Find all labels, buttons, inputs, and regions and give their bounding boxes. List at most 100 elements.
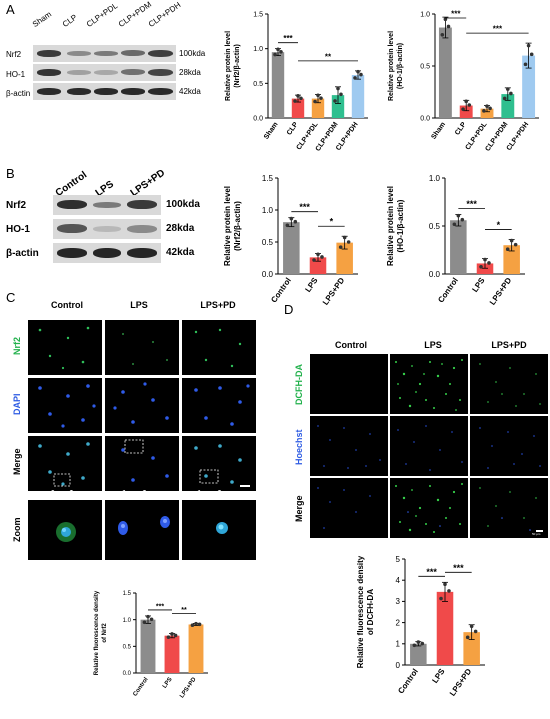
- y-tick-label: 1.5: [253, 11, 263, 18]
- y-tick-label: 1.0: [253, 46, 263, 53]
- x-tick-label: LPS+PD: [448, 667, 473, 698]
- bar: [522, 55, 536, 118]
- data-point: [482, 109, 486, 113]
- panel-label-b: B: [6, 166, 15, 181]
- y-tick-label: 0.5: [429, 222, 441, 231]
- data-point: [293, 99, 297, 103]
- data-point: [276, 47, 280, 52]
- y-axis-label: (HO-1/β-actin): [397, 43, 404, 89]
- data-point: [173, 633, 178, 638]
- data-point: [420, 641, 425, 646]
- data-point: [488, 106, 492, 111]
- significance-label: ***: [426, 567, 437, 577]
- data-point: [460, 217, 465, 222]
- y-axis-label: Relative fluorescence density: [356, 555, 365, 668]
- significance-label: **: [325, 52, 332, 61]
- data-point: [452, 222, 457, 227]
- micrograph: [28, 320, 102, 375]
- data-point: [313, 99, 317, 104]
- x-tick-label: LPS: [303, 275, 320, 293]
- data-point: [339, 92, 343, 97]
- column-title: LPS+PD: [491, 340, 527, 350]
- y-tick-label: 0.5: [420, 63, 430, 70]
- x-tick-label: LPS+PD: [321, 276, 346, 307]
- data-point: [523, 62, 528, 67]
- bar: [283, 222, 300, 274]
- data-point: [279, 49, 283, 54]
- row-label: Nrf2: [12, 337, 22, 356]
- micrograph: [28, 436, 102, 491]
- panel-label-d: D: [284, 302, 294, 317]
- data-point: [526, 43, 531, 48]
- data-point: [312, 258, 316, 262]
- data-point: [483, 257, 487, 262]
- bar: [410, 643, 427, 665]
- micrograph-zoom: [182, 500, 256, 560]
- data-point: [529, 52, 534, 57]
- data-point: [509, 91, 513, 96]
- row-label: DCFH-DA: [294, 364, 304, 406]
- wb-strip-nrf2: [53, 195, 161, 215]
- significance-label: ***: [493, 25, 503, 34]
- wb-lane-label: Sham: [30, 9, 54, 29]
- data-point: [142, 620, 147, 625]
- micrograph: [182, 378, 256, 433]
- bar: [438, 27, 452, 118]
- bar: [436, 591, 454, 665]
- wb-lane-label: CLP+PDL: [84, 1, 120, 29]
- micrograph: [105, 436, 179, 491]
- significance-label: *: [497, 220, 501, 230]
- data-point: [166, 635, 171, 639]
- y-axis-label: Relative fluorescence density: [94, 590, 100, 675]
- y-tick-label: 1.0: [420, 11, 430, 18]
- bar: [480, 108, 494, 118]
- x-tick-label: LPS+PD: [179, 676, 198, 699]
- data-point: [443, 582, 447, 587]
- micrograph: [28, 378, 102, 433]
- column-title: Control: [335, 340, 367, 350]
- data-point: [502, 96, 507, 101]
- data-point: [353, 76, 357, 80]
- bar-chart-ho1-b: 0.0 0.5 1.0 Relative protein level (HO-1/β-a…: [386, 174, 525, 307]
- data-point: [146, 614, 150, 619]
- data-point: [456, 213, 461, 218]
- data-point: [440, 33, 445, 37]
- data-point: [513, 242, 518, 247]
- x-tick-label: LPS: [430, 666, 447, 684]
- column-title: LPS+PD: [200, 300, 236, 310]
- y-tick-label: 0.5: [123, 644, 132, 650]
- bar: [351, 75, 365, 118]
- data-point: [289, 216, 294, 221]
- panel-label-a: A: [6, 2, 15, 17]
- column-title: Control: [51, 300, 83, 310]
- data-point: [359, 72, 363, 77]
- wb-protein-label: β-actin: [6, 89, 31, 98]
- data-point: [194, 621, 198, 626]
- x-tick-label: Control: [396, 667, 420, 695]
- wb-strip-bactin: [33, 83, 176, 100]
- data-point: [149, 617, 154, 622]
- x-tick-label: LPS: [470, 275, 487, 293]
- y-tick-label: 0.0: [420, 115, 430, 122]
- y-tick-label: 0.0: [262, 270, 274, 279]
- micrograph-zoom: [105, 500, 179, 560]
- bar-chart-nrf2-a: 0.0 0.5 1.0 1.5 Relative protein level (Nrf2/…: [225, 11, 368, 153]
- wb-kda-label: 100kda: [179, 49, 206, 58]
- y-tick-label: 1.5: [123, 591, 132, 597]
- significance-label: ***: [283, 34, 293, 43]
- x-tick-label: Control: [132, 676, 149, 697]
- micrograph: [182, 436, 256, 491]
- data-point: [333, 99, 337, 103]
- wb-protein-label: Nrf2: [6, 200, 27, 211]
- y-tick-label: 1.0: [262, 206, 274, 215]
- y-tick-label: 1.0: [123, 618, 132, 624]
- y-tick-label: 0: [396, 661, 401, 670]
- data-point: [342, 235, 347, 240]
- y-tick-label: 0.5: [262, 238, 274, 247]
- data-point: [356, 69, 360, 74]
- x-tick-label: LPS+PD: [488, 276, 513, 307]
- data-point: [338, 245, 343, 249]
- wb-kda-label: 42kda: [166, 247, 195, 258]
- wb-protein-label: β-actin: [6, 248, 39, 259]
- x-tick-label: CLP+PDH: [506, 121, 531, 152]
